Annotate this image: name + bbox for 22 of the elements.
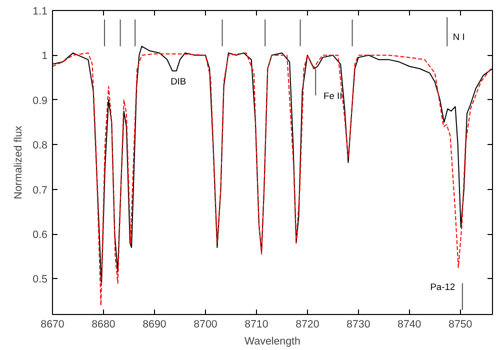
annotation: DIB xyxy=(170,76,186,87)
x-tick-label: 8740 xyxy=(398,318,422,330)
y-tick-label: 0.9 xyxy=(32,94,48,107)
y-tick-label: 0.8 xyxy=(32,140,48,152)
y-tick-label: 0.6 xyxy=(32,229,48,242)
x-tick-label: 8680 xyxy=(92,318,116,330)
x-tick-label: 8670 xyxy=(40,318,64,330)
x-tick-label: 8750 xyxy=(448,318,472,330)
x-tick-label: 8720 xyxy=(296,318,320,330)
annotation: N I xyxy=(452,32,465,42)
annotation: Fe II xyxy=(324,91,342,102)
x-tick-label: 8710 xyxy=(244,318,268,330)
x-tick-label: 8690 xyxy=(142,318,166,330)
y-tick-label: 0.7 xyxy=(32,184,48,196)
y-tick-label: 0.5 xyxy=(32,274,48,286)
x-tick-label: 8730 xyxy=(346,318,370,330)
y-tick-label: 1 xyxy=(42,50,48,62)
annotation: Pa-12 xyxy=(430,282,456,292)
x-tick-label: 8700 xyxy=(194,318,218,330)
x-axis-title: Wavelength xyxy=(244,336,301,348)
y-tick-label: 1.1 xyxy=(32,6,48,18)
y-axis-title: Normalized flux xyxy=(12,125,25,200)
